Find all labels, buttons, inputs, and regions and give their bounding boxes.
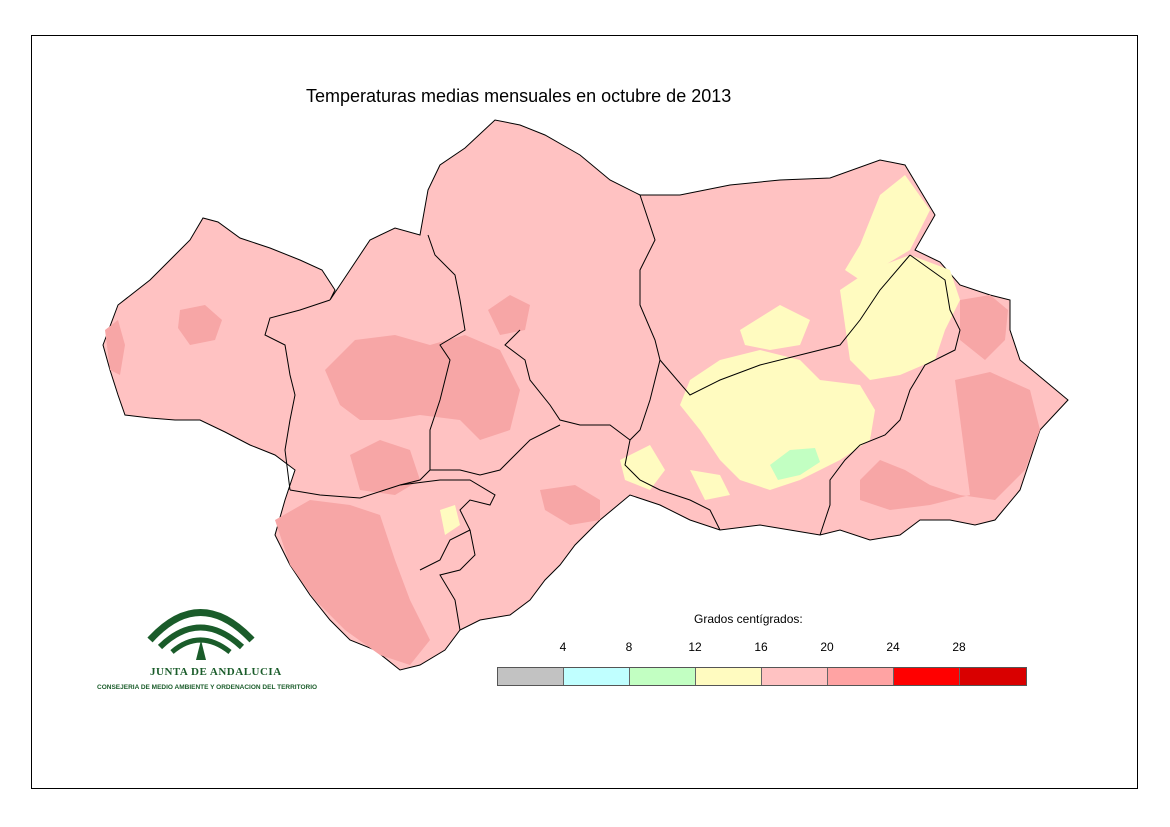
legend-tick: 20: [820, 640, 834, 654]
map-title: Temperaturas medias mensuales en octubre…: [306, 86, 732, 106]
border-cadiz-sevilla: [289, 479, 496, 571]
border-jaen-granada: [659, 254, 911, 396]
legend-tick: 16: [754, 640, 768, 654]
cool-zones: [440, 175, 960, 535]
logo-arch-inner: [170, 637, 232, 654]
border-granada-almeria: [819, 254, 961, 536]
legend-tick: 24: [886, 640, 900, 654]
logo-name: JUNTA DE ANDALUCIA: [150, 666, 282, 678]
warm-zone-sevilla-south: [350, 440, 420, 495]
logo-triangle: [196, 640, 206, 660]
legend-tick: 12: [688, 640, 702, 654]
logo-arch-outer: [147, 609, 255, 643]
warm-zone-cordoba-north: [488, 295, 530, 335]
warm-zone-cadiz: [275, 500, 430, 665]
warm-zone-almeria-east: [960, 295, 1008, 360]
border-cadiz-malaga: [439, 529, 476, 631]
border-huelva-sevilla: [264, 299, 331, 491]
province-borders: [264, 194, 961, 631]
cold-zone-mulhacen: [770, 448, 820, 480]
legend-tick: 8: [625, 640, 633, 654]
border-malaga-granada: [624, 439, 721, 531]
legend-swatch: [960, 668, 1026, 685]
border-cordoba-jaen: [629, 194, 661, 441]
cool-zone-granada-north: [740, 305, 810, 350]
warm-zone-almeria-coast: [860, 372, 1040, 510]
cool-zone-jaen-east: [845, 175, 930, 280]
legend-swatch: [828, 668, 894, 685]
cool-zone-granada-south: [690, 470, 730, 500]
border-sevilla-cordoba: [399, 234, 466, 486]
border-cordoba-malaga: [504, 329, 631, 441]
legend-title: Grados centígrados:: [694, 612, 803, 626]
legend-swatch: [630, 668, 696, 685]
legend-swatch: [762, 668, 828, 685]
logo-subtitle: CONSEJERIA DE MEDIO AMBIENTE Y ORDENACIO…: [97, 684, 318, 691]
warm-zone-huelva-north: [178, 305, 222, 345]
legend-swatch: [564, 668, 630, 685]
warm-zone-guadalquivir: [325, 335, 520, 440]
junta-logo: [147, 609, 255, 660]
cool-zone-grazalema: [440, 505, 460, 535]
map-frame: [31, 35, 1138, 789]
legend-color-bar: [497, 667, 1027, 686]
legend-swatch: [696, 668, 762, 685]
cool-zone-sierra-nevada: [680, 350, 875, 490]
cool-zone-cazorla: [840, 255, 960, 380]
logo-arch-middle: [157, 624, 245, 650]
legend-tick: 4: [559, 640, 567, 654]
cool-zone-granada-west: [620, 445, 665, 490]
warm-zone-huelva-west: [105, 320, 125, 375]
legend-swatch: [498, 668, 564, 685]
legend-tick: 28: [952, 640, 966, 654]
warm-zone-malaga: [540, 485, 600, 525]
cold-zones: [770, 448, 820, 480]
warm-zones: [105, 295, 1040, 665]
legend-swatch: [894, 668, 960, 685]
border-sevilla-malaga: [430, 424, 561, 476]
